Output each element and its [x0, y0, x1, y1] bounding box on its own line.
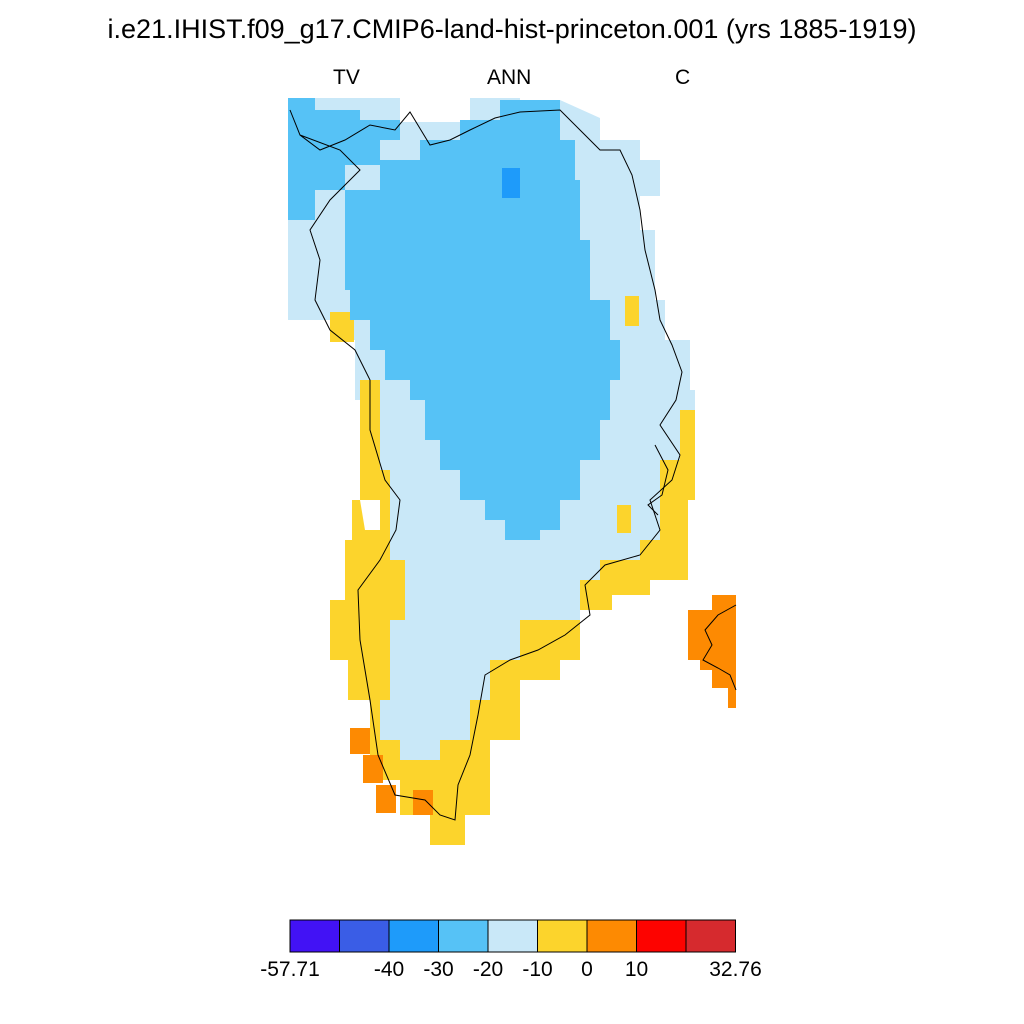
colorbar-box [487, 919, 538, 953]
coastline [289, 109, 683, 821]
region-yellow-e [617, 505, 631, 533]
region-orange-s4 [413, 790, 433, 815]
region-lightblue [345, 100, 620, 540]
colorbar [289, 919, 736, 953]
subtitle-left: TV [333, 66, 360, 89]
inlet-west [360, 500, 380, 530]
colorbar-box [586, 919, 637, 953]
colorbar-label: -30 [423, 958, 454, 981]
region-lightblue-nw [288, 98, 400, 220]
colorbar-box [636, 919, 687, 953]
colorbar-label: 0 [581, 958, 593, 981]
colorbar-label: 32.76 [709, 958, 762, 981]
colorbar-label: -40 [373, 958, 405, 981]
colorbar-box [339, 919, 390, 953]
colorbar-label: -20 [472, 958, 504, 981]
plot-title: i.e21.IHIST.f09_g17.CMIP6-land-hist-prin… [107, 14, 917, 44]
subtitle-right: C [675, 66, 691, 89]
region-yellow-ne [625, 296, 639, 326]
region-orange-s3 [376, 785, 396, 813]
region-blue [502, 168, 520, 198]
colorbar-box [388, 919, 439, 953]
inlet-north [400, 98, 470, 122]
region-orange-east [688, 595, 736, 708]
coastline-east-island [702, 604, 737, 691]
region-orange-s1 [350, 728, 370, 754]
coastline-inlet [647, 444, 669, 516]
colorbar-box [537, 919, 588, 953]
colorbar-box [438, 919, 489, 953]
colorbar-box [289, 919, 340, 953]
subtitle-center: ANN [487, 66, 532, 89]
region-orange-s2 [363, 755, 383, 783]
colorbar-label: -10 [522, 958, 553, 981]
region-yellow-west [330, 380, 695, 845]
colorbar-box [685, 919, 736, 953]
colorbar-label: 10 [624, 958, 649, 981]
colorbar-label: -57.71 [260, 958, 320, 981]
